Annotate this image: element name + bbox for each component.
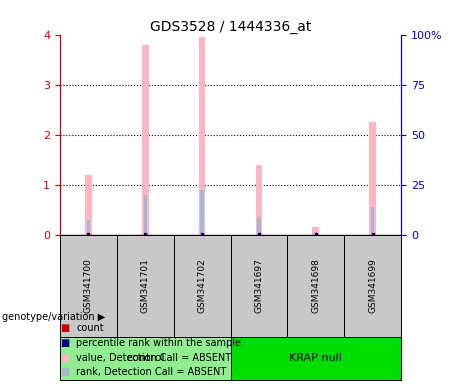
Bar (117, 235, 174, 336)
Bar (314, 232, 318, 235)
Bar (230, 336, 401, 380)
Text: GSM341697: GSM341697 (254, 258, 263, 313)
Bar (174, 235, 230, 336)
Text: count: count (76, 323, 104, 333)
Text: control: control (126, 353, 165, 363)
Text: rank, Detection Call = ABSENT: rank, Detection Call = ABSENT (76, 367, 226, 377)
Bar (230, 235, 287, 336)
Text: GSM341698: GSM341698 (311, 258, 320, 313)
Bar (199, 37, 206, 235)
Title: GDS3528 / 1444336_at: GDS3528 / 1444336_at (150, 20, 311, 33)
Bar (60, 235, 117, 336)
Text: ■: ■ (60, 338, 69, 348)
Bar (60, 336, 230, 380)
Text: GSM341700: GSM341700 (84, 258, 93, 313)
Text: ■: ■ (60, 367, 69, 377)
Text: KRAP null: KRAP null (290, 353, 342, 363)
Bar (287, 235, 344, 336)
Bar (371, 207, 374, 235)
Text: GSM341702: GSM341702 (198, 258, 207, 313)
Bar (87, 220, 90, 235)
Text: GSM341701: GSM341701 (141, 258, 150, 313)
Text: ■: ■ (60, 323, 69, 333)
Bar (201, 190, 204, 235)
Bar (257, 217, 260, 235)
Text: value, Detection Call = ABSENT: value, Detection Call = ABSENT (76, 353, 231, 362)
Bar (143, 195, 147, 235)
Bar (255, 165, 262, 235)
Bar (344, 235, 401, 336)
Text: percentile rank within the sample: percentile rank within the sample (76, 338, 241, 348)
Bar (85, 175, 92, 235)
Text: genotype/variation ▶: genotype/variation ▶ (2, 312, 106, 322)
Bar (313, 227, 319, 235)
Text: ■: ■ (60, 353, 69, 362)
Text: GSM341699: GSM341699 (368, 258, 377, 313)
Bar (369, 122, 376, 235)
Bar (142, 45, 148, 235)
